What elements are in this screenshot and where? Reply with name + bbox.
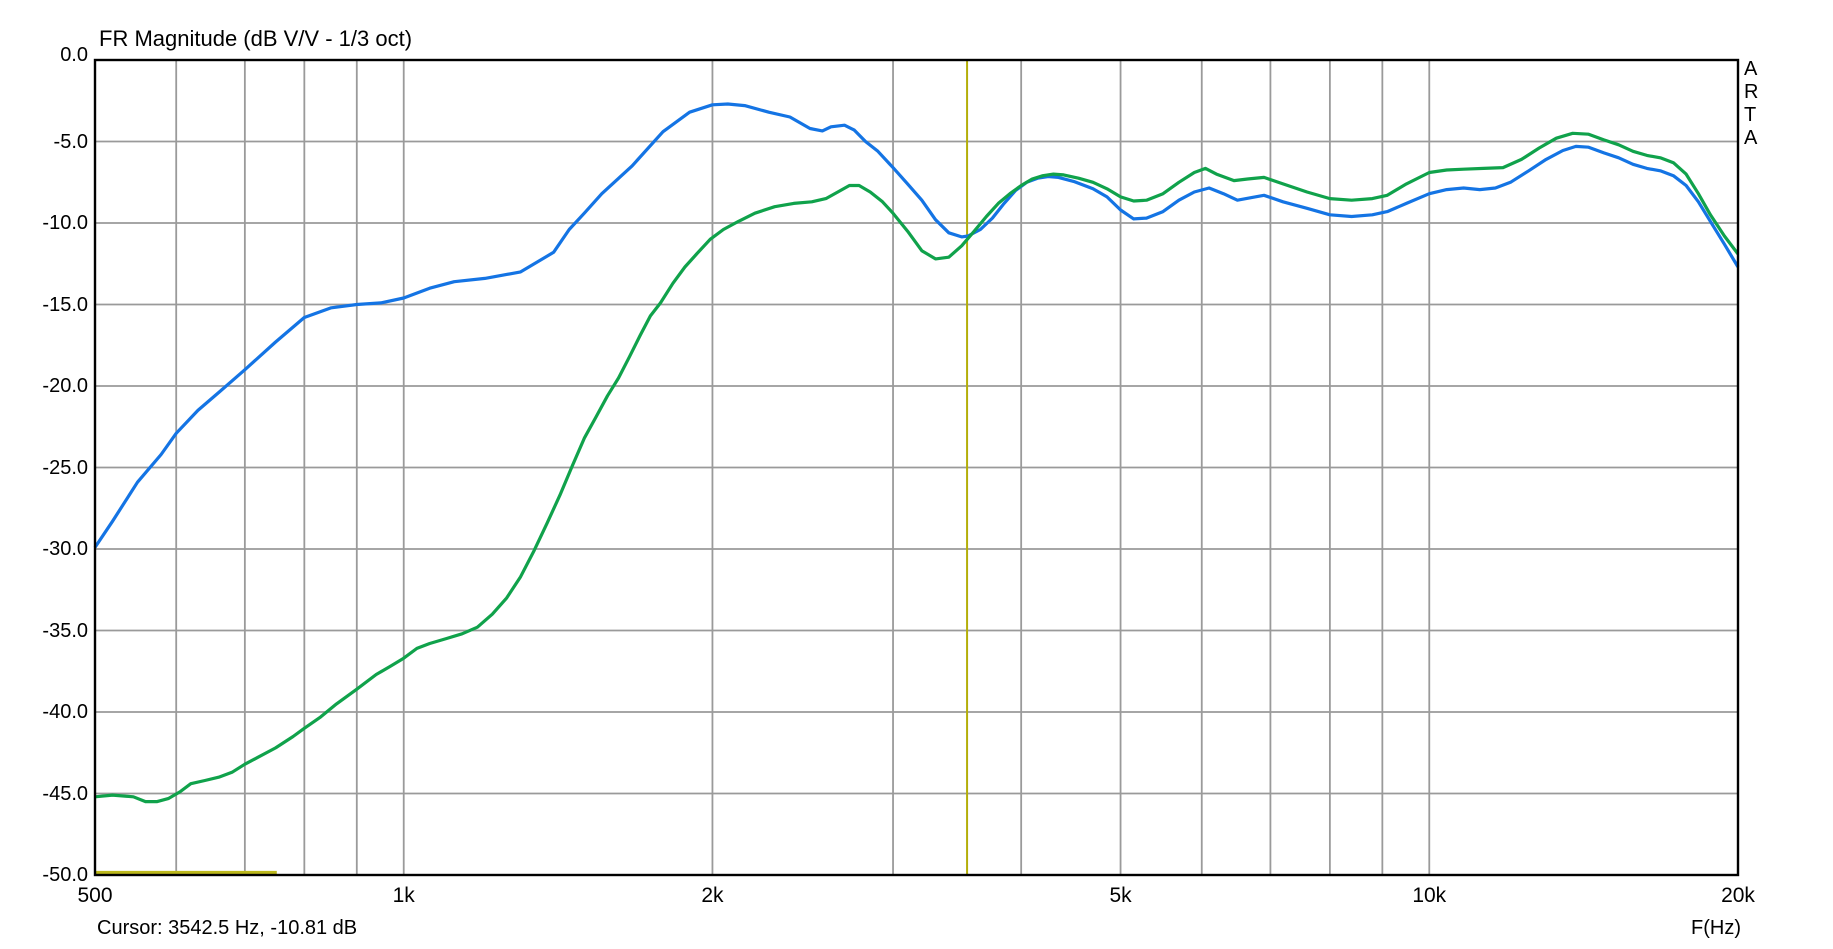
x-tick-label: 500	[77, 884, 113, 907]
x-tick-label: 2k	[701, 884, 724, 907]
x-tick-label: 10k	[1412, 884, 1447, 907]
chart-title: FR Magnitude (dB V/V - 1/3 oct)	[99, 26, 413, 51]
y-tick-label: -50.0	[42, 864, 88, 886]
plot-border	[93, 58, 1740, 877]
blue-curve	[93, 102, 1740, 549]
arta-watermark: ARTA	[1744, 58, 1759, 149]
cursor-readout: Cursor: 3542.5 Hz, -10.81 dB	[97, 917, 358, 939]
y-tick-label: -10.0	[42, 212, 88, 234]
x-tick-label: 5k	[1109, 884, 1132, 907]
y-tick-label: -20.0	[42, 375, 88, 397]
y-tick-label: -30.0	[42, 538, 88, 560]
y-tick-label: 0.0	[60, 44, 88, 66]
y-tick-label: -40.0	[42, 701, 88, 723]
y-tick-label: -5.0	[53, 130, 88, 153]
y-tick-label: -25.0	[42, 456, 88, 479]
x-tick-label: 1k	[392, 884, 415, 907]
green-curve	[94, 131, 1740, 804]
x-axis-unit-label: F(Hz)	[1691, 917, 1741, 939]
y-tick-label: -35.0	[42, 619, 88, 642]
y-tick-label: -45.0	[42, 782, 88, 805]
y-tick-label: -15.0	[42, 293, 88, 316]
x-tick-label: 20k	[1721, 884, 1755, 907]
